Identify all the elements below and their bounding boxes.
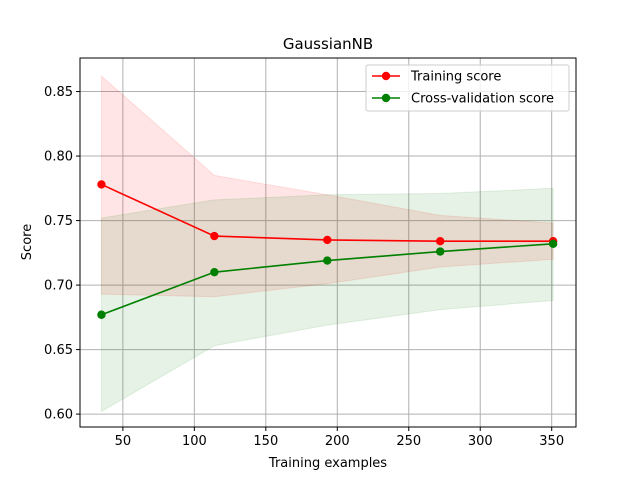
series-1-point: [210, 267, 219, 277]
x-tick-label: 50: [115, 434, 132, 449]
x-tick-label: 100: [182, 434, 207, 449]
x-axis-label: Training examples: [268, 456, 387, 471]
series-1-point: [323, 256, 332, 265]
legend: Training score Cross-validation score: [365, 64, 570, 112]
series-0-point: [210, 231, 219, 241]
axis-ticks: 50 100 150 200 250 300 350 0.60 0.65 0.70 0.75 0.80…: [44, 85, 564, 449]
grid: [80, 58, 576, 427]
legend-swatch-marker: [381, 93, 391, 103]
x-tick-label: 300: [468, 434, 493, 449]
legend-box: [365, 64, 570, 112]
x-tick-label: 150: [253, 434, 278, 449]
series-0-point: [436, 237, 445, 246]
y-tick-label: 0.60: [44, 408, 73, 423]
plot-frame: [79, 57, 577, 428]
legend-label: Cross-validation score: [411, 92, 554, 107]
legend-label: Training score: [410, 70, 501, 85]
y-tick-label: 0.65: [44, 343, 73, 358]
series-1-point: [436, 247, 445, 256]
series-1-point: [97, 310, 106, 319]
chart-title: GaussianNB: [283, 35, 373, 53]
x-tick-label: 200: [325, 434, 350, 449]
legend-swatch-marker: [381, 71, 391, 81]
y-tick-label: 0.75: [44, 214, 73, 229]
series-1-point: [548, 239, 558, 248]
x-tick-label: 350: [539, 434, 564, 449]
y-tick-label: 0.85: [44, 85, 73, 100]
series-0-point: [323, 235, 332, 245]
series-0-point: [97, 180, 106, 189]
y-axis-label: Score: [20, 224, 35, 260]
y-tick-label: 0.70: [44, 279, 73, 294]
y-tick-label: 0.80: [44, 150, 73, 165]
series-lines: [97, 180, 558, 319]
x-tick-label: 250: [396, 434, 421, 449]
